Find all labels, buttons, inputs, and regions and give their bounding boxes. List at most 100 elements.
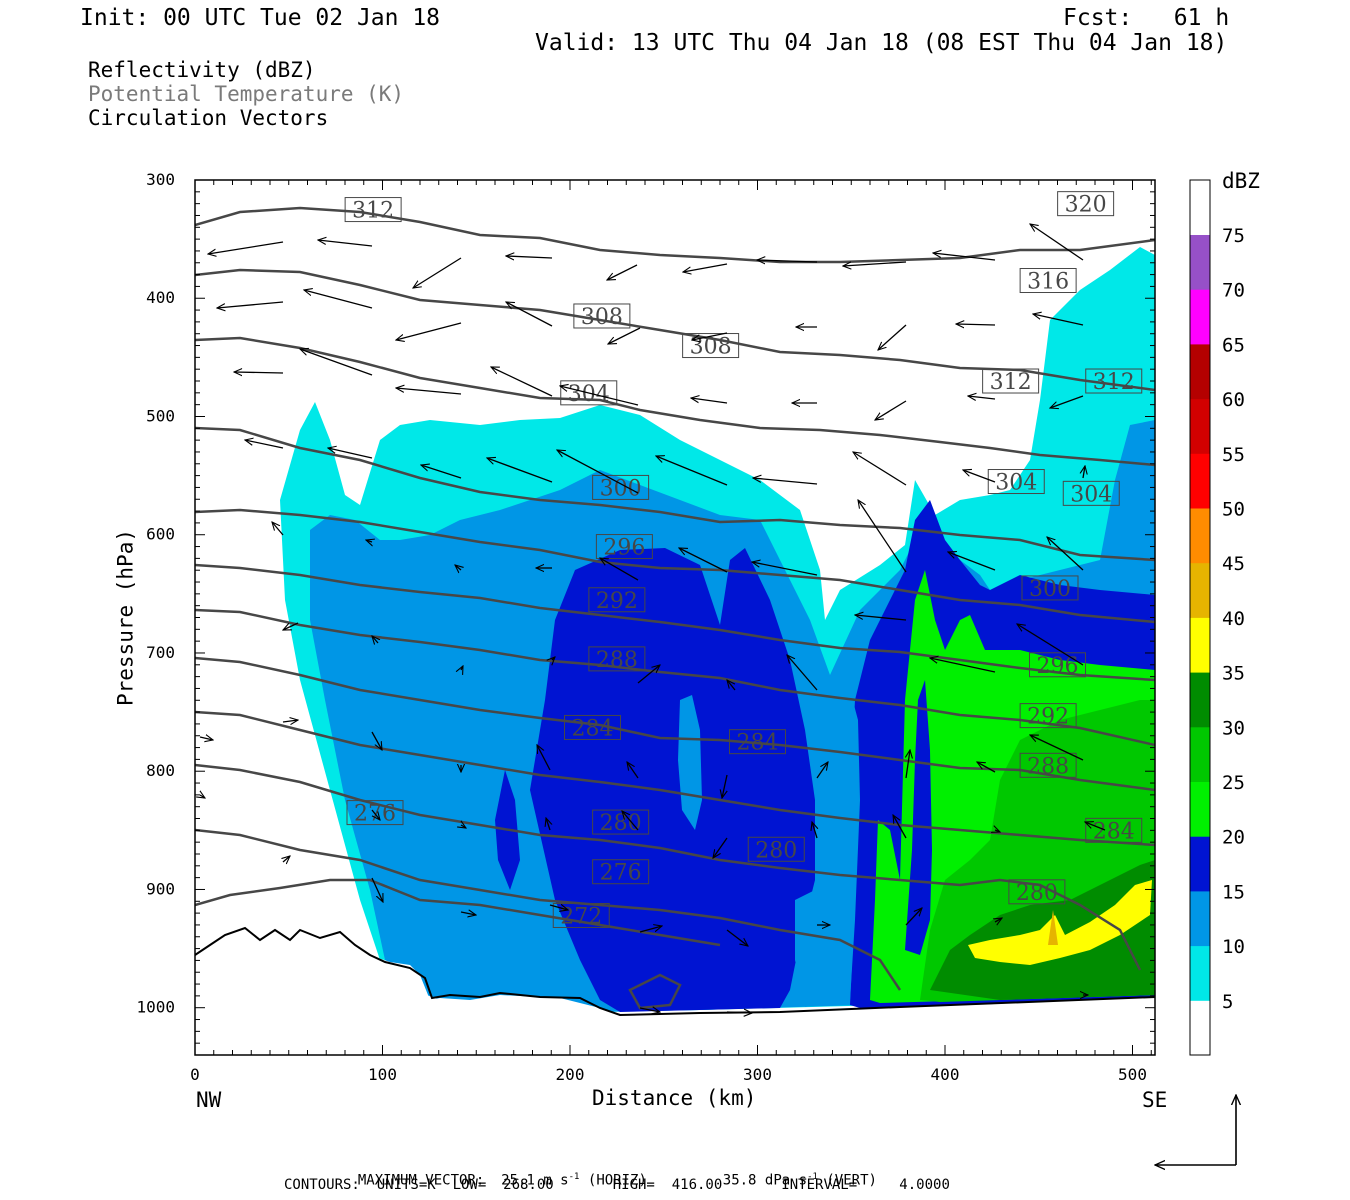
theta-line — [195, 206, 1155, 264]
colorbar-segment — [1190, 1000, 1210, 1055]
vector — [328, 448, 373, 459]
y-tick-label: 600 — [146, 525, 175, 544]
vector — [930, 658, 996, 673]
y-tick-label: 800 — [146, 761, 175, 780]
colorbar-segment — [1190, 672, 1210, 728]
vector — [506, 256, 553, 258]
vector — [371, 731, 382, 750]
colorbar-segment — [1190, 782, 1210, 838]
vector — [455, 565, 461, 570]
theta-label: 312 — [982, 368, 1040, 395]
theta-label: 272 — [552, 902, 610, 929]
vector — [372, 636, 378, 643]
theta-label-text: 304 — [1070, 482, 1112, 507]
vector — [639, 1008, 660, 1012]
colorbar-segment — [1190, 946, 1210, 1002]
theta-line — [195, 336, 1155, 467]
theta-label: 284 — [729, 729, 786, 756]
theta-label: 316 — [1019, 268, 1077, 295]
vector — [1030, 224, 1084, 261]
colorbar-segment — [1190, 891, 1210, 947]
vector — [552, 657, 555, 660]
init-time: Init: 00 UTC Tue 02 Jan 18 — [80, 5, 441, 31]
vector — [371, 809, 380, 820]
vector — [234, 372, 284, 373]
theta-line — [195, 828, 902, 991]
theta-label: 300 — [592, 474, 650, 501]
circulation-vectors — [199, 224, 1106, 1013]
vector — [757, 260, 818, 262]
theta-label-text: 312 — [352, 199, 394, 224]
vector — [461, 825, 466, 828]
colorbar-segment — [1190, 836, 1210, 892]
theta-line — [195, 563, 1155, 682]
vector — [217, 301, 284, 308]
theta-label: 312 — [344, 197, 402, 224]
colorbar-tick-label: 60 — [1222, 389, 1245, 411]
theta-label: 284 — [564, 714, 621, 741]
x-end-label-right: SE — [1142, 1088, 1168, 1112]
horiz-units: m s — [543, 1172, 569, 1189]
vector — [1033, 314, 1084, 326]
colorbar-tick-label: 20 — [1222, 827, 1245, 849]
vector — [300, 349, 373, 376]
colorbar-segment — [1190, 180, 1210, 235]
x-tick-label: 200 — [556, 1065, 585, 1084]
vector — [995, 918, 1002, 922]
theta-label: 280 — [747, 836, 805, 863]
theta-label: 288 — [588, 646, 646, 673]
theta-label: 300 — [1021, 575, 1079, 602]
vector — [396, 388, 462, 395]
theta-line — [628, 973, 682, 1010]
theta-label-text: 284 — [737, 731, 779, 756]
theta-label: 312 — [1085, 368, 1143, 395]
vector — [752, 562, 818, 576]
vector — [600, 558, 639, 581]
theta-label-text: 312 — [990, 370, 1032, 395]
colorbar-title: dBZ — [1222, 169, 1260, 193]
theta-line — [195, 763, 1142, 971]
horiz-suffix: (HORIZ) — [587, 1172, 647, 1189]
colorbar-segment — [1190, 727, 1210, 783]
vector — [622, 811, 639, 831]
x-axis-label: Distance (km) — [592, 1086, 757, 1110]
field-potential-temperature: Potential Temperature (K) — [88, 82, 405, 106]
max-vector-line: MAXIMUM VECTOR: 25.1 m s-1 (HORIZ) 35.8 … — [341, 1159, 877, 1188]
vector — [858, 500, 907, 573]
theta-label-text: 308 — [581, 305, 623, 330]
refl-40 — [1048, 910, 1058, 945]
vector — [753, 478, 818, 485]
vector — [726, 929, 748, 946]
theta-label: 280 — [592, 809, 650, 836]
vector — [272, 522, 284, 536]
vector — [537, 745, 551, 771]
vector — [208, 241, 284, 254]
theta-label: 292 — [1019, 703, 1077, 730]
theta-label-text: 308 — [690, 335, 732, 360]
colorbar-frame — [1189, 179, 1211, 1056]
forecast-hour: Fcst: 61 h — [1063, 5, 1230, 31]
y-tick-label: 400 — [146, 288, 175, 307]
theta-label-text: 292 — [1027, 705, 1069, 730]
vert-value: 35.8 — [722, 1172, 757, 1189]
axis-ticks — [194, 179, 1155, 1056]
vector — [906, 750, 910, 779]
vector — [683, 263, 728, 272]
reflectivity-fill — [195, 247, 1155, 1055]
theta-label: 304 — [1062, 480, 1120, 507]
theta-label-text: 280 — [600, 811, 642, 836]
vector — [956, 324, 996, 325]
vector — [627, 762, 639, 779]
vector — [199, 737, 213, 740]
vector — [421, 465, 462, 479]
colorbar-segment — [1190, 508, 1210, 564]
colorbar-segment — [1190, 235, 1210, 291]
theta-label: 296 — [1029, 652, 1086, 679]
vector — [995, 830, 1000, 832]
colorbar-tick-label: 30 — [1222, 717, 1245, 739]
theta-line — [195, 710, 1155, 847]
vector — [1085, 822, 1106, 831]
colorbar-tick-label: 65 — [1222, 334, 1245, 356]
theta-label-text: 296 — [603, 536, 645, 561]
